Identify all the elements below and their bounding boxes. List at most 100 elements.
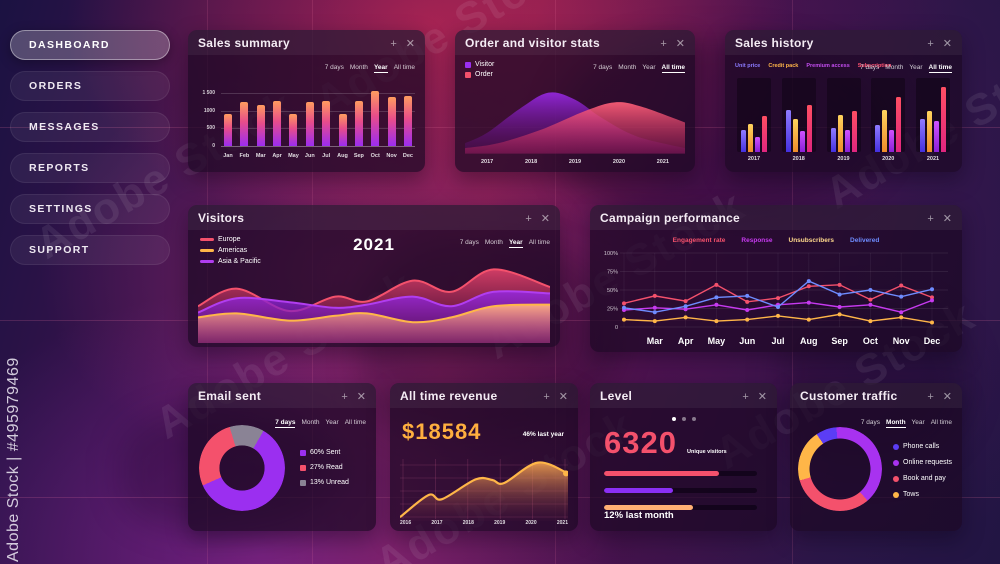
add-icon[interactable]: + — [742, 390, 749, 403]
close-icon[interactable]: ✕ — [757, 390, 767, 403]
close-icon[interactable]: ✕ — [405, 37, 415, 50]
chart-legend: Visitor Order — [465, 61, 494, 78]
x-axis-label: Nov — [893, 336, 910, 346]
filter-all-time[interactable]: All time — [528, 239, 550, 246]
legend-swatch — [465, 71, 471, 78]
carousel-dot[interactable] — [671, 417, 676, 421]
visitors-chart — [198, 268, 550, 343]
bar-group-column — [781, 78, 816, 152]
legend-label: Tows — [903, 491, 919, 498]
close-icon[interactable]: ✕ — [558, 390, 568, 403]
filter-year[interactable]: Year — [508, 239, 523, 248]
filter-all-time[interactable]: All time — [930, 419, 952, 426]
add-icon[interactable]: + — [927, 212, 934, 225]
filter-year[interactable]: Year — [642, 64, 656, 71]
filter-month[interactable]: Month — [484, 239, 503, 246]
x-axis-label: 2021 — [556, 520, 568, 526]
sidebar-item-dashboard[interactable]: DASHBOARD — [10, 30, 170, 60]
x-axis-label: Oct — [370, 153, 380, 159]
legend-item-60-sent: 60% Sent — [300, 449, 349, 456]
filter-year[interactable]: Year — [325, 419, 339, 426]
filter-all-time[interactable]: All time — [928, 64, 952, 73]
filter-month[interactable]: Month — [886, 419, 906, 428]
bar-may — [289, 114, 298, 146]
filter-tabs: 7 days Month Year All time — [860, 64, 952, 73]
filter-7-days[interactable]: 7 days — [860, 419, 881, 426]
close-icon[interactable]: ✕ — [675, 37, 685, 50]
legend-item-13-unread: 13% Unread — [300, 479, 349, 486]
filter-7-days[interactable]: 7 days — [324, 64, 344, 71]
bar-unit-price — [875, 125, 881, 152]
x-axis-label: 2019 — [494, 520, 506, 526]
sidebar-item-support[interactable]: SUPPORT — [10, 235, 170, 265]
filter-7-days[interactable]: 7 days — [593, 64, 613, 71]
filter-7-days[interactable]: 7 days — [459, 239, 479, 246]
x-axis-label: Jan — [223, 153, 233, 159]
legend-item-tows: Tows — [893, 491, 952, 498]
panel-header: Campaign performance + ✕ — [590, 205, 962, 230]
bar-group-column — [871, 78, 906, 152]
add-icon[interactable]: + — [341, 390, 348, 403]
close-icon[interactable]: ✕ — [540, 212, 550, 225]
legend-item-unit-price: Unit price — [735, 63, 761, 69]
legend-item-americas: Americas — [200, 247, 261, 254]
panel-title: Level — [600, 388, 633, 403]
filter-7-days[interactable]: 7 days — [860, 64, 880, 71]
filter-all-time[interactable]: All time — [393, 64, 415, 71]
filter-all-time[interactable]: All time — [344, 419, 366, 426]
add-icon[interactable]: + — [927, 37, 934, 50]
legend-item-subscription: Subscription — [857, 63, 892, 69]
filter-year[interactable]: Year — [911, 419, 925, 426]
close-icon[interactable]: ✕ — [942, 390, 952, 403]
legend-swatch — [300, 449, 306, 456]
x-axis-label: 2018 — [462, 520, 474, 526]
add-icon[interactable]: + — [660, 37, 667, 50]
sidebar-item-orders[interactable]: ORDERS — [10, 71, 170, 101]
legend-swatch — [893, 475, 899, 482]
filter-month[interactable]: Month — [885, 64, 904, 71]
carousel-dot[interactable] — [681, 417, 686, 421]
legend-swatch — [300, 464, 306, 471]
legend-item-visitor: Visitor — [465, 61, 494, 68]
panel-customer-traffic: Customer traffic + ✕ 7 days Month Year All t… — [790, 383, 962, 531]
add-icon[interactable]: + — [543, 390, 550, 403]
panel-actions: + ✕ — [651, 34, 685, 52]
bar-sep — [354, 100, 363, 146]
chart-legend: Unit price Credit pack Premium access Subsc… — [735, 63, 891, 69]
filter-year[interactable]: Year — [909, 64, 923, 71]
carousel-dot[interactable] — [691, 417, 696, 421]
panel-actions: + ✕ — [918, 387, 952, 405]
x-axis-label: Feb — [239, 153, 250, 159]
panel-order-visitor-stats: Order and visitor stats + ✕ Visitor Order … — [455, 30, 695, 172]
bar-apr — [273, 101, 282, 146]
add-icon[interactable]: + — [525, 212, 532, 225]
sidebar-item-reports[interactable]: REPORTS — [10, 153, 170, 183]
filter-7-days[interactable]: 7 days — [275, 419, 296, 428]
add-icon[interactable]: + — [390, 37, 397, 50]
filter-month[interactable]: Month — [349, 64, 368, 71]
x-axis-label: May — [708, 336, 726, 346]
filter-month[interactable]: Month — [618, 64, 637, 71]
filter-month[interactable]: Month — [301, 419, 320, 426]
x-axis: Jan Feb Mar Apr May Jun Jul Aug Sep Oct Nov Dec — [221, 153, 415, 159]
close-icon[interactable]: ✕ — [942, 212, 952, 225]
bar-oct — [371, 90, 380, 146]
panel-visitors: Visitors + ✕ Europe Americas Asia & Pacific… — [188, 205, 560, 347]
y-axis-tick: 1000 — [203, 107, 215, 114]
x-axis: 2017 2018 2019 2020 2021 — [465, 159, 685, 165]
filter-year[interactable]: Year — [373, 64, 388, 73]
close-icon[interactable]: ✕ — [356, 390, 366, 403]
sidebar-item-messages[interactable]: MESSAGES — [10, 112, 170, 142]
bar-subscription — [762, 116, 767, 152]
x-axis-label: Apr — [272, 153, 282, 159]
filter-all-time[interactable]: All time — [661, 64, 685, 73]
filter-tabs: 7 days Month Year All time — [861, 419, 952, 428]
add-icon[interactable]: + — [927, 390, 934, 403]
bar-mar — [256, 105, 265, 146]
sidebar-item-settings[interactable]: SETTINGS — [10, 194, 170, 224]
panel-actions: + ✕ — [733, 387, 767, 405]
panel-actions: + ✕ — [516, 209, 550, 227]
filter-tabs: 7 days Month Year All time — [325, 64, 415, 73]
close-icon[interactable]: ✕ — [942, 37, 952, 50]
bar-jul — [322, 101, 331, 146]
